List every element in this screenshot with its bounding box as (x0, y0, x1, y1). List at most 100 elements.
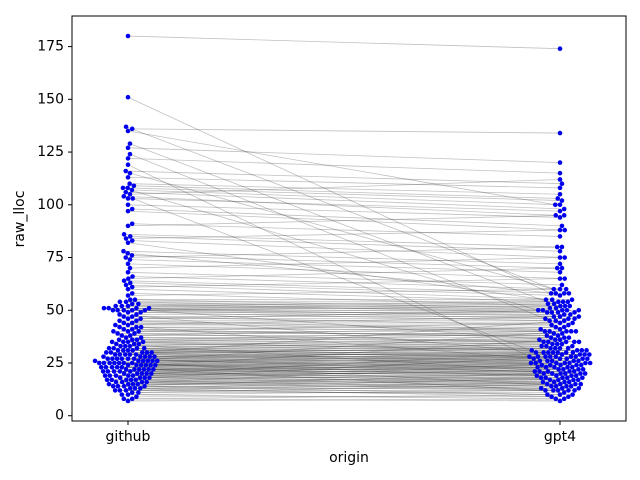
data-point (137, 375, 143, 381)
pair-line (154, 352, 554, 358)
pair-line (129, 183, 561, 195)
data-point (123, 168, 129, 174)
data-point (554, 244, 560, 250)
data-point (554, 373, 559, 378)
data-point (546, 350, 551, 355)
pair-line (147, 352, 567, 362)
pair-line (127, 210, 565, 231)
data-point (558, 303, 563, 309)
pair-line (121, 305, 543, 311)
data-point (115, 307, 120, 313)
data-point (564, 375, 570, 381)
data-point (108, 350, 114, 355)
data-point (125, 162, 131, 168)
data-point (548, 291, 554, 296)
pair-line (111, 379, 542, 389)
pair-line (120, 337, 565, 347)
pair-line (123, 316, 552, 326)
data-point (543, 297, 549, 303)
data-point (540, 379, 546, 385)
data-point (121, 360, 127, 366)
data-point (140, 339, 146, 345)
data-point (549, 383, 554, 389)
data-point (121, 320, 127, 326)
data-point (555, 333, 561, 338)
data-points (92, 33, 593, 404)
data-point (555, 196, 561, 201)
data-point (573, 354, 578, 359)
data-point (573, 329, 579, 334)
pair-line (127, 263, 565, 280)
pair-line (125, 246, 562, 258)
data-point (146, 367, 151, 372)
data-point (129, 390, 135, 395)
data-point (114, 341, 119, 347)
data-point (559, 341, 565, 347)
data-point (117, 324, 122, 330)
data-point (134, 318, 139, 324)
pair-line (138, 343, 551, 349)
data-point (114, 356, 120, 362)
data-point (561, 206, 567, 212)
pair-line (127, 252, 556, 294)
data-point (564, 356, 570, 362)
data-point (112, 388, 118, 393)
data-point (113, 303, 118, 309)
data-point (572, 310, 577, 315)
data-point (551, 286, 557, 292)
data-point (561, 335, 567, 340)
data-point (122, 352, 128, 357)
pair-line (123, 309, 571, 315)
data-point (119, 379, 125, 385)
data-point (557, 215, 563, 220)
pair-line (140, 377, 563, 389)
data-point (539, 343, 544, 349)
data-point (129, 396, 135, 402)
pair-line (138, 303, 548, 313)
data-point (561, 291, 567, 296)
data-point (568, 383, 574, 389)
pair-line (115, 381, 575, 391)
pair-line (141, 326, 591, 364)
data-point (125, 223, 131, 229)
data-point (109, 377, 115, 383)
data-point (574, 362, 579, 368)
data-point (103, 350, 109, 355)
data-point (545, 392, 550, 397)
pair-line (133, 383, 579, 389)
data-point (151, 367, 156, 372)
data-point (129, 291, 135, 296)
pair-line (119, 314, 544, 353)
data-point (126, 381, 131, 387)
pair-line (113, 322, 561, 332)
data-point (138, 386, 143, 391)
pair-line (125, 170, 562, 185)
data-point (133, 352, 139, 357)
pair-line (129, 259, 561, 273)
data-point (123, 236, 129, 241)
data-point (578, 371, 583, 376)
data-point (552, 364, 557, 370)
data-point (571, 358, 577, 364)
data-point (557, 345, 563, 351)
data-point (105, 369, 111, 374)
pair-line (136, 330, 550, 341)
pair-line (119, 345, 573, 355)
pair-line (149, 303, 555, 309)
pair-line (115, 320, 565, 355)
pair-line (109, 375, 581, 385)
pair-line (139, 377, 570, 383)
data-point (135, 381, 141, 387)
data-point (114, 364, 120, 370)
data-point (565, 364, 570, 370)
data-point (578, 362, 584, 368)
data-point (125, 94, 131, 100)
pair-line (107, 358, 535, 372)
y-tick-label: 150 (37, 91, 64, 107)
data-point (106, 381, 112, 387)
data-point (569, 364, 575, 370)
pair-line (128, 267, 562, 280)
pair-line (136, 354, 531, 364)
data-point (130, 348, 136, 353)
